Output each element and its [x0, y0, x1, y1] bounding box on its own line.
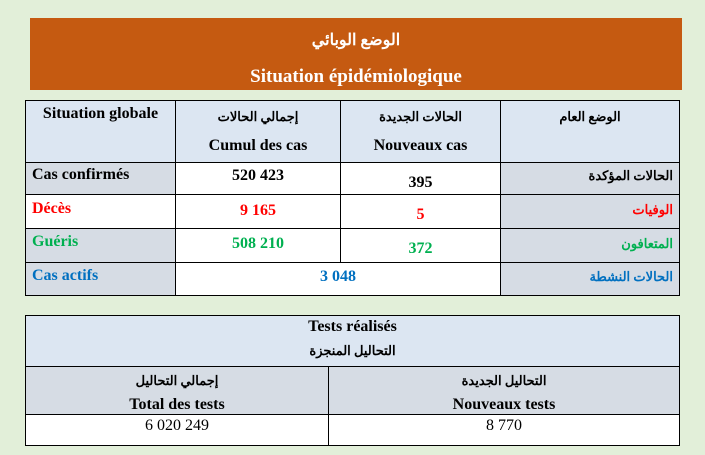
- header-label: Situation globale: [42, 105, 159, 122]
- tests-title-fr: Tests réalisés: [308, 318, 397, 335]
- row-confirmed-ar: الحالات المؤكدة: [500, 162, 680, 195]
- row-recovered-cumul: 508 210: [175, 228, 341, 263]
- tests-total-value: 6 020 249: [25, 414, 329, 446]
- row-active-label: Cas actifs: [25, 262, 176, 296]
- row-active-value: 3 048: [175, 262, 501, 296]
- row-recovered-new: 372: [340, 228, 501, 263]
- row-recovered-label: Guéris: [25, 228, 176, 263]
- header-new: الحالات الجديدة Nouveaux cas: [340, 100, 501, 163]
- header-new-ar: الحالات الجديدة: [379, 109, 462, 124]
- tests-new-ar: التحاليل الجديدة: [461, 373, 547, 388]
- header-general-ar: الوضع العام: [500, 100, 680, 163]
- row-deaths-new: 5: [340, 194, 501, 229]
- row-deaths-label: Décès: [25, 194, 176, 229]
- row-deaths-cumul: 9 165: [175, 194, 341, 229]
- title-fr: Situation épidémiologique: [250, 66, 462, 87]
- header-cumul-fr: Cumul des cas: [208, 137, 308, 154]
- header-cumul-ar: إجمالي الحالات: [217, 109, 299, 124]
- tests-new-fr: Nouveaux tests: [452, 396, 556, 413]
- header-cumul: إجمالي الحالات Cumul des cas: [175, 100, 341, 163]
- title-banner: الوضع الوبائي Situation épidémiologique: [30, 18, 682, 90]
- title-ar: الوضع الوبائي: [311, 32, 401, 49]
- row-deaths-ar: الوفيات: [500, 194, 680, 229]
- row-recovered-ar: المتعافون: [500, 228, 680, 263]
- tests-title-ar: التحاليل المنجزة: [309, 343, 396, 358]
- row-confirmed-label: Cas confirmés: [25, 162, 176, 195]
- tests-new-value: 8 770: [328, 414, 680, 446]
- tests-total-ar: إجمالي التحاليل: [135, 373, 219, 388]
- tests-total-header: إجمالي التحاليل Total des tests: [25, 366, 329, 415]
- row-confirmed-cumul: 520 423: [175, 162, 341, 195]
- header-situation-globale: Situation globale: [25, 100, 176, 163]
- tests-title: Tests réalisés التحاليل المنجزة: [25, 315, 680, 367]
- header-new-fr: Nouveaux cas: [373, 137, 468, 154]
- row-confirmed-new: 395: [340, 162, 501, 195]
- tests-total-fr: Total des tests: [129, 396, 225, 413]
- header-label-ar: الوضع العام: [559, 109, 621, 124]
- tests-new-header: التحاليل الجديدة Nouveaux tests: [328, 366, 680, 415]
- row-active-ar: الحالات النشطة: [500, 262, 680, 296]
